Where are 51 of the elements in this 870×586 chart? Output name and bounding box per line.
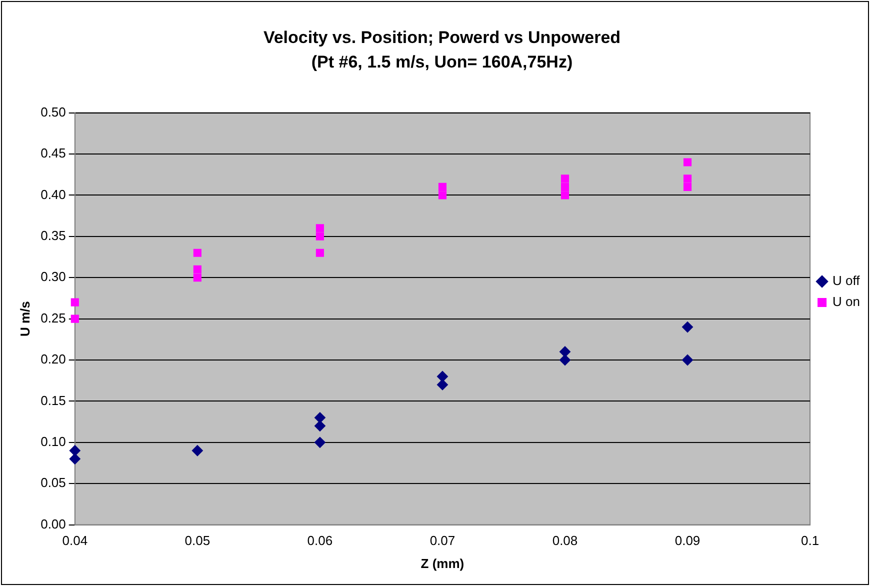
point (316, 232, 324, 240)
point (438, 191, 447, 200)
chart-subtitle: (Pt #6, 1.5 m/s, Uon= 160A,75Hz) (311, 52, 573, 72)
point (560, 174, 570, 183)
x-tick-label: 0.09 (674, 533, 700, 548)
point (683, 182, 692, 191)
y-tick-label: 0.15 (40, 392, 66, 408)
x-tick-label: 0.06 (307, 533, 333, 548)
legend-label: U off (832, 273, 860, 288)
point (438, 182, 447, 191)
y-tick-label: 0.25 (40, 310, 66, 326)
y-tick-label: 0.45 (40, 146, 66, 161)
point (69, 453, 80, 464)
x-tick-label: 0.05 (184, 533, 210, 548)
point (560, 182, 570, 191)
point (192, 445, 203, 456)
point (316, 248, 324, 257)
point (193, 248, 202, 257)
x-tick-label: 0.1 (801, 533, 820, 548)
point (314, 412, 326, 424)
x-axis-title: Z (mm) (420, 556, 464, 571)
x-tick-label: 0.08 (552, 533, 578, 548)
y-tick-label: 0.50 (40, 104, 66, 120)
point (559, 354, 570, 366)
y-tick-label: 0.05 (40, 475, 66, 490)
point (193, 265, 202, 274)
point (316, 224, 324, 232)
point (193, 274, 202, 282)
chart-title: Velocity vs. Position; Powerd vs Unpowered (263, 28, 621, 47)
point (436, 379, 448, 390)
y-tick-label: 0.40 (40, 186, 66, 202)
y-tick-label: 0.30 (40, 269, 66, 284)
y-axis-title: U m/s (17, 301, 32, 337)
point (314, 436, 326, 448)
point (436, 370, 448, 382)
y-tick-label: 0.00 (40, 516, 66, 532)
point (70, 298, 79, 306)
point (560, 191, 570, 200)
point (70, 314, 79, 323)
y-tick-label: 0.35 (40, 228, 66, 243)
y-tick-label: 0.20 (40, 352, 66, 367)
legend-label: U on (832, 294, 860, 310)
point (683, 174, 692, 183)
y-tick-label: 0.10 (40, 434, 66, 449)
point (683, 158, 692, 166)
point (314, 420, 326, 432)
point (682, 322, 694, 333)
x-tick-label: 0.04 (62, 533, 88, 548)
point (682, 354, 694, 366)
x-tick-label: 0.07 (430, 533, 456, 548)
point (69, 445, 80, 456)
